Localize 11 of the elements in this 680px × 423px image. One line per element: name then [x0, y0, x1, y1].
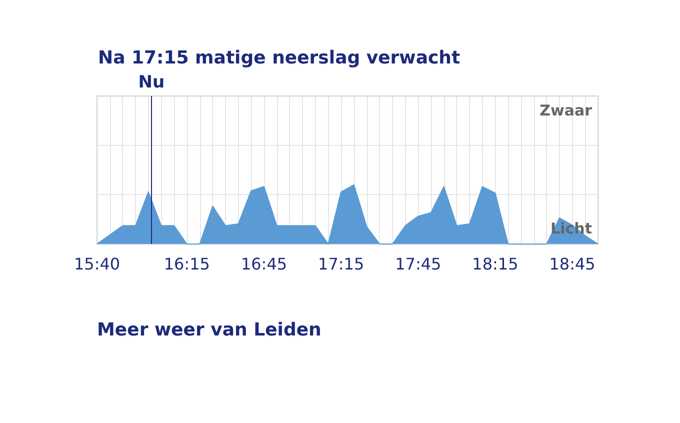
ref-line-label: Nu [138, 72, 165, 92]
x-tick-label: 18:15 [472, 254, 518, 274]
x-tick-label: 16:45 [240, 254, 288, 274]
text: Meer weer van Leiden [97, 320, 322, 340]
x-tick-label: 17:45 [395, 254, 442, 274]
chart-title: Na 17:15 matige neerslag verwacht [98, 48, 460, 68]
x-tick-label: 16:15 [164, 254, 210, 274]
text: Zwaar [540, 102, 593, 120]
x-tick-label: 15:40 [74, 254, 120, 274]
x-tick-label: 18:45 [549, 254, 596, 274]
x-tick-label: 17:15 [318, 254, 364, 274]
